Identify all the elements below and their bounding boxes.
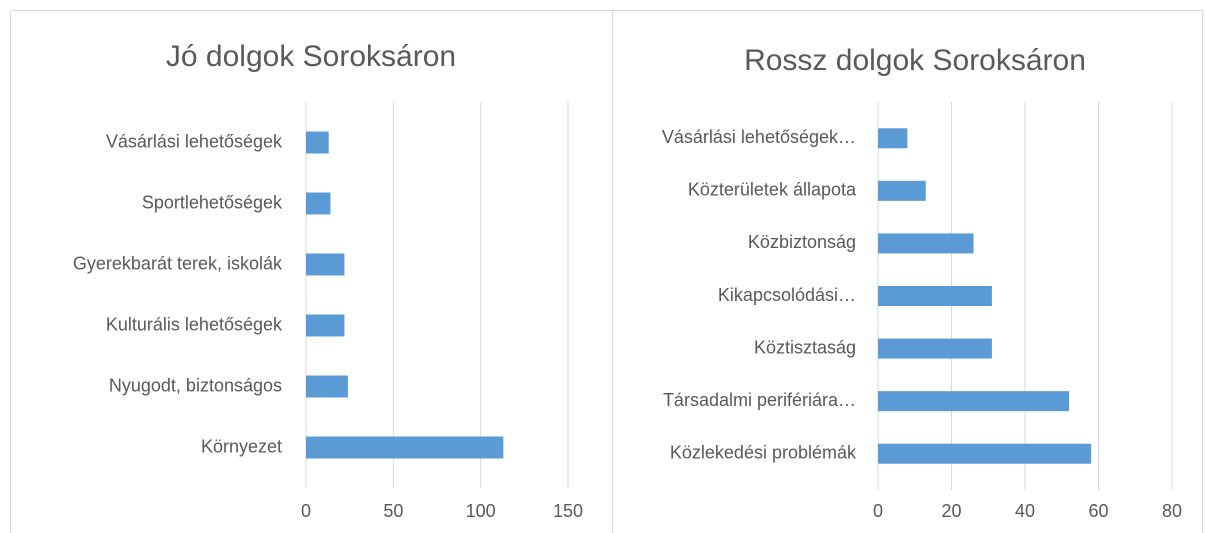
y-tick-label: Környezet [201,436,282,456]
y-tick-label: Közterületek állapota [688,180,857,200]
bar [878,391,1070,412]
y-tick-label: Közbiztonság [748,232,856,252]
bar [306,436,504,459]
panel-border [612,10,1203,533]
y-tick-label: Társadalmi perifériára… [663,390,856,410]
bar [306,314,345,337]
bar [878,286,992,306]
x-tick-label: 150 [553,501,583,521]
x-tick-label: 100 [466,501,496,521]
bar [878,128,908,149]
y-tick-label: Gyerekbarát terek, iskolák [73,253,283,273]
x-tick-label: 20 [941,501,961,521]
x-tick-label: 50 [383,501,403,521]
bar [306,375,348,398]
bar [878,233,974,254]
bar [306,192,331,215]
bar [306,131,329,154]
chart-title: Rossz dolgok Soroksáron [744,44,1086,77]
x-tick-label: 0 [301,501,311,521]
y-tick-label: Kulturális lehetőségek [106,314,283,334]
bar [306,253,345,276]
x-tick-label: 60 [1088,501,1108,521]
y-tick-label: Sportlehetőségek [142,192,283,212]
bar [878,338,992,359]
bar [878,443,1092,464]
y-tick-label: Nyugodt, biztonságos [109,375,282,395]
x-tick-label: 0 [873,501,883,521]
y-tick-label: Vásárlási lehetőségek… [662,127,856,147]
bar [878,180,926,201]
y-tick-label: Kikapcsolódási… [718,285,856,305]
x-tick-label: 80 [1162,501,1182,521]
x-tick-label: 40 [1015,501,1035,521]
y-tick-label: Közlekedési problémák [670,442,857,462]
chart-title: Jó dolgok Soroksáron [166,40,456,73]
y-tick-label: Köztisztaság [754,337,856,357]
y-tick-label: Vásárlási lehetőségek [106,131,283,151]
